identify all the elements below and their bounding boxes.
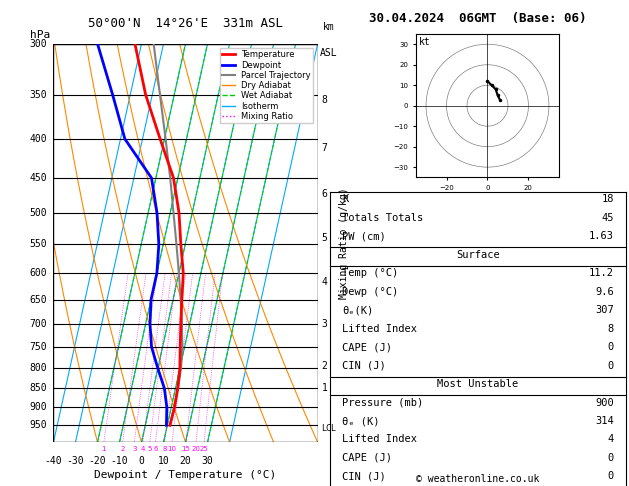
Text: Lifted Index: Lifted Index [342, 324, 417, 334]
Text: 5: 5 [148, 446, 152, 452]
Text: θₑ (K): θₑ (K) [342, 416, 379, 426]
Text: 850: 850 [29, 383, 47, 394]
Text: 0: 0 [138, 456, 145, 466]
Text: Totals Totals: Totals Totals [342, 213, 423, 223]
Text: 700: 700 [29, 319, 47, 329]
Text: ASL: ASL [320, 48, 338, 58]
Text: Pressure (mb): Pressure (mb) [342, 398, 423, 408]
Text: CAPE (J): CAPE (J) [342, 342, 392, 352]
Text: Dewp (°C): Dewp (°C) [342, 287, 398, 297]
Text: Most Unstable: Most Unstable [437, 379, 519, 389]
Text: 600: 600 [29, 268, 47, 278]
Text: 0: 0 [608, 471, 614, 482]
Text: 900: 900 [29, 402, 47, 413]
Text: 900: 900 [595, 398, 614, 408]
Text: -30: -30 [67, 456, 84, 466]
Text: 307: 307 [595, 305, 614, 315]
Text: -40: -40 [45, 456, 62, 466]
Text: 20: 20 [191, 446, 201, 452]
Text: Mixing Ratio (g/kg): Mixing Ratio (g/kg) [339, 187, 348, 299]
Text: 1: 1 [321, 383, 328, 394]
Text: 350: 350 [29, 90, 47, 100]
Text: 550: 550 [29, 240, 47, 249]
Text: 650: 650 [29, 295, 47, 305]
Text: 800: 800 [29, 364, 47, 373]
Text: 500: 500 [29, 208, 47, 218]
Text: km: km [323, 22, 335, 32]
Text: 5: 5 [321, 233, 328, 243]
Text: 2: 2 [120, 446, 125, 452]
Text: hPa: hPa [30, 30, 50, 40]
Text: 10: 10 [167, 446, 177, 452]
Text: © weatheronline.co.uk: © weatheronline.co.uk [416, 473, 540, 484]
Text: 750: 750 [29, 342, 47, 352]
Text: 2: 2 [321, 361, 328, 371]
Text: 18: 18 [601, 194, 614, 205]
Text: θₑ(K): θₑ(K) [342, 305, 373, 315]
Text: 50°00'N  14°26'E  331m ASL: 50°00'N 14°26'E 331m ASL [88, 17, 283, 30]
Text: 400: 400 [29, 134, 47, 144]
Text: 10: 10 [158, 456, 169, 466]
Text: K: K [342, 194, 348, 205]
Text: 0: 0 [608, 361, 614, 371]
Text: 15: 15 [181, 446, 190, 452]
Text: Lifted Index: Lifted Index [342, 434, 417, 445]
Text: Surface: Surface [456, 250, 500, 260]
Text: 11.2: 11.2 [589, 268, 614, 278]
Text: 8: 8 [162, 446, 167, 452]
Text: 4: 4 [141, 446, 145, 452]
Text: CAPE (J): CAPE (J) [342, 453, 392, 463]
Text: 950: 950 [29, 420, 47, 430]
Text: 4: 4 [321, 277, 328, 287]
Text: 0: 0 [608, 342, 614, 352]
Text: 4: 4 [608, 434, 614, 445]
Text: 25: 25 [199, 446, 208, 452]
Text: -20: -20 [89, 456, 106, 466]
Text: -10: -10 [111, 456, 128, 466]
Text: 7: 7 [321, 143, 328, 153]
Text: 8: 8 [321, 95, 328, 105]
Text: Temp (°C): Temp (°C) [342, 268, 398, 278]
Text: 3: 3 [321, 319, 328, 329]
Text: 0: 0 [608, 453, 614, 463]
Text: PW (cm): PW (cm) [342, 231, 386, 242]
Text: 30.04.2024  06GMT  (Base: 06): 30.04.2024 06GMT (Base: 06) [369, 12, 587, 25]
Text: 300: 300 [29, 39, 47, 49]
Text: CIN (J): CIN (J) [342, 471, 386, 482]
Text: 450: 450 [29, 173, 47, 183]
Text: LCL: LCL [321, 424, 337, 433]
Text: 314: 314 [595, 416, 614, 426]
Text: kt: kt [419, 37, 430, 47]
Text: 6: 6 [321, 189, 328, 199]
Text: 8: 8 [608, 324, 614, 334]
Text: Dewpoint / Temperature (°C): Dewpoint / Temperature (°C) [94, 470, 277, 480]
Text: 45: 45 [601, 213, 614, 223]
Text: 1: 1 [101, 446, 106, 452]
Text: 3: 3 [132, 446, 136, 452]
Text: 1.63: 1.63 [589, 231, 614, 242]
Text: CIN (J): CIN (J) [342, 361, 386, 371]
Legend: Temperature, Dewpoint, Parcel Trajectory, Dry Adiabat, Wet Adiabat, Isotherm, Mi: Temperature, Dewpoint, Parcel Trajectory… [220, 48, 313, 123]
Text: 30: 30 [202, 456, 213, 466]
Text: 9.6: 9.6 [595, 287, 614, 297]
Text: 20: 20 [180, 456, 191, 466]
Text: 6: 6 [153, 446, 158, 452]
